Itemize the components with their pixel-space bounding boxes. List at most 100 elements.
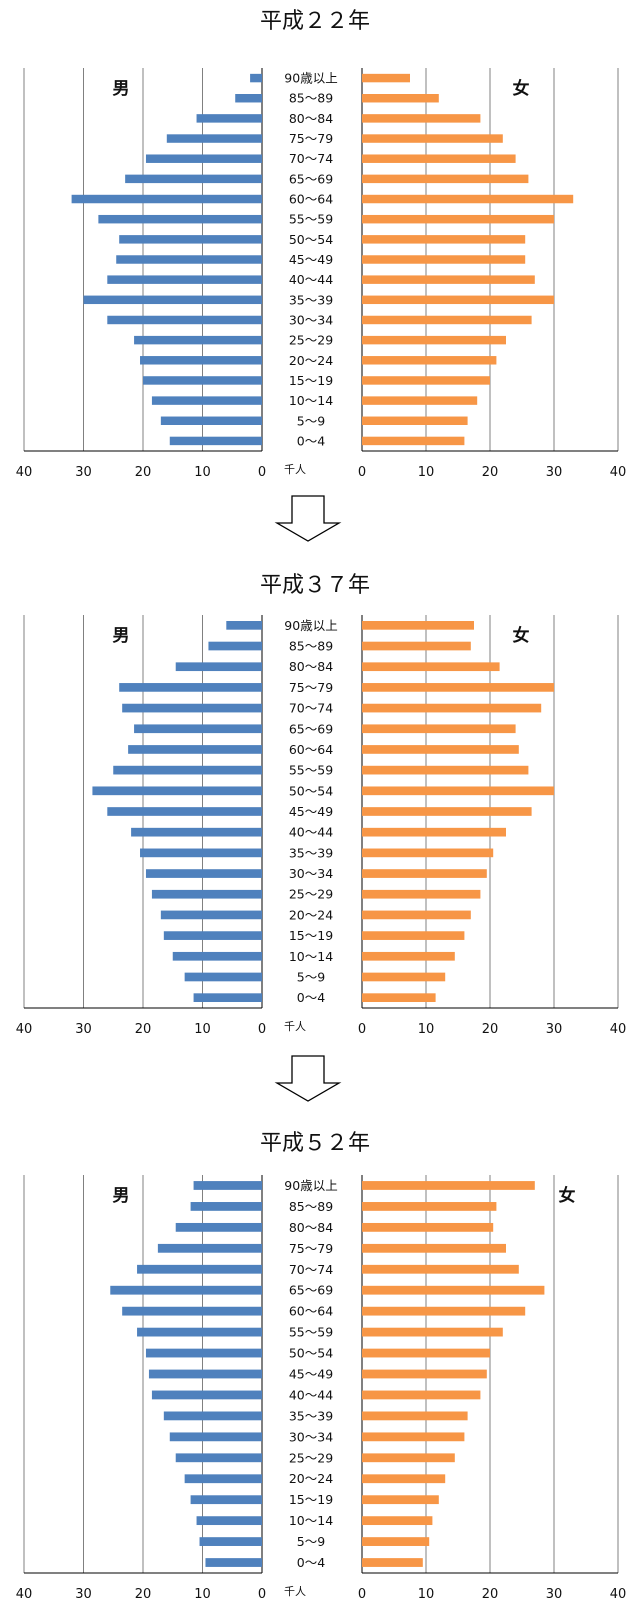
female-bar bbox=[362, 214, 554, 224]
male-bar bbox=[119, 235, 262, 244]
male-bar bbox=[175, 1453, 262, 1463]
male-tick-label: 40 bbox=[16, 1587, 33, 1602]
unit-label: 千人 bbox=[284, 463, 306, 476]
male-bar bbox=[184, 972, 262, 982]
age-group-label: 85～89 bbox=[289, 639, 333, 654]
male-bar bbox=[145, 869, 262, 878]
female-tick-label: 40 bbox=[610, 1022, 627, 1037]
male-bar bbox=[163, 931, 262, 940]
male-bar bbox=[113, 765, 262, 775]
age-group-label: 5～9 bbox=[297, 1534, 325, 1549]
male-bar bbox=[140, 356, 262, 365]
male-bar bbox=[122, 703, 262, 713]
male-bar bbox=[250, 73, 262, 83]
age-group-label: 0～4 bbox=[297, 1555, 325, 1570]
age-group-label: 55～59 bbox=[289, 212, 333, 227]
female-tick-label: 40 bbox=[610, 1587, 627, 1602]
age-group-label: 70～74 bbox=[289, 151, 333, 166]
female-tick-label: 20 bbox=[482, 1022, 499, 1037]
age-group-label: 55～59 bbox=[289, 1325, 333, 1340]
age-group-label: 40～44 bbox=[289, 825, 333, 840]
male-bar bbox=[107, 315, 262, 325]
male-bar bbox=[151, 889, 262, 899]
age-group-label: 55～59 bbox=[289, 763, 333, 778]
male-bar bbox=[128, 745, 262, 754]
female-tick-label: 20 bbox=[482, 1587, 499, 1602]
female-bar bbox=[362, 786, 554, 796]
female-bar bbox=[362, 931, 465, 940]
female-bar bbox=[362, 1390, 481, 1400]
male-bar bbox=[208, 641, 262, 651]
male-bar bbox=[175, 662, 262, 672]
female-bar bbox=[362, 335, 506, 345]
female-bar bbox=[362, 703, 542, 713]
male-bar bbox=[71, 194, 262, 204]
male-bar bbox=[205, 1558, 262, 1567]
age-group-label: 45～49 bbox=[289, 804, 333, 819]
age-group-label: 25～29 bbox=[289, 887, 333, 902]
female-bar bbox=[362, 1327, 503, 1337]
female-bar bbox=[362, 356, 497, 365]
female-bar bbox=[362, 1202, 497, 1211]
age-group-label: 60～64 bbox=[289, 742, 333, 757]
male-bar bbox=[196, 114, 262, 123]
age-group-label: 20～24 bbox=[289, 1471, 333, 1486]
age-group-label: 10～14 bbox=[289, 949, 333, 964]
male-label: 男 bbox=[113, 1186, 130, 1206]
chart-title: 平成２２年 bbox=[260, 9, 370, 34]
male-bar bbox=[226, 620, 262, 630]
male-bar bbox=[160, 416, 262, 425]
male-bar bbox=[83, 295, 262, 305]
age-group-label: 30～34 bbox=[289, 866, 333, 881]
female-bar bbox=[362, 1369, 487, 1379]
female-bar bbox=[362, 1453, 455, 1463]
male-bar bbox=[145, 154, 262, 163]
female-bar bbox=[362, 396, 478, 405]
age-group-label: 45～49 bbox=[289, 1367, 333, 1382]
male-tick-label: 0 bbox=[258, 1022, 266, 1037]
male-bar bbox=[143, 376, 262, 385]
female-bar bbox=[362, 848, 494, 858]
female-bar bbox=[362, 765, 529, 775]
female-bar bbox=[362, 1432, 465, 1442]
male-bar bbox=[157, 1243, 262, 1253]
female-bar bbox=[362, 194, 574, 204]
female-tick-label: 30 bbox=[546, 1587, 563, 1602]
male-bar bbox=[107, 275, 262, 284]
male-bar bbox=[151, 396, 262, 405]
age-group-label: 70～74 bbox=[289, 1262, 333, 1277]
age-group-label: 75～79 bbox=[289, 680, 333, 695]
male-bar bbox=[98, 214, 262, 224]
male-bar bbox=[116, 255, 262, 264]
female-bar bbox=[362, 1495, 439, 1505]
unit-label: 千人 bbox=[284, 1020, 306, 1033]
age-group-label: 80～84 bbox=[289, 111, 333, 126]
male-bar bbox=[160, 910, 262, 920]
male-bar bbox=[137, 1264, 262, 1274]
female-label: 女 bbox=[513, 78, 530, 99]
female-bar bbox=[362, 951, 455, 961]
age-group-label: 90歳以上 bbox=[284, 71, 337, 86]
female-bar bbox=[362, 620, 474, 630]
female-bar bbox=[362, 1285, 545, 1295]
age-group-label: 10～14 bbox=[289, 1513, 333, 1528]
female-bar bbox=[362, 641, 471, 651]
male-bar bbox=[119, 683, 262, 692]
age-group-label: 65～69 bbox=[289, 171, 333, 186]
age-group-label: 5～9 bbox=[297, 413, 325, 428]
male-bar bbox=[122, 1306, 262, 1316]
male-tick-label: 20 bbox=[135, 1587, 152, 1602]
female-bar bbox=[362, 993, 436, 1003]
male-tick-label: 10 bbox=[194, 1587, 211, 1602]
female-bar bbox=[362, 1264, 519, 1274]
male-bar bbox=[134, 335, 262, 345]
age-group-label: 0～4 bbox=[297, 990, 325, 1005]
male-bar bbox=[148, 1369, 262, 1379]
female-bar bbox=[362, 1222, 494, 1232]
female-bar bbox=[362, 376, 490, 385]
age-group-label: 50～54 bbox=[289, 1346, 333, 1361]
male-bar bbox=[92, 786, 262, 796]
female-bar bbox=[362, 1181, 535, 1190]
pyramid-panel-2: 平成３７年 90歳以上 85～89 80～84 75～79 70～74 65～69 60～64… bbox=[16, 573, 627, 1037]
